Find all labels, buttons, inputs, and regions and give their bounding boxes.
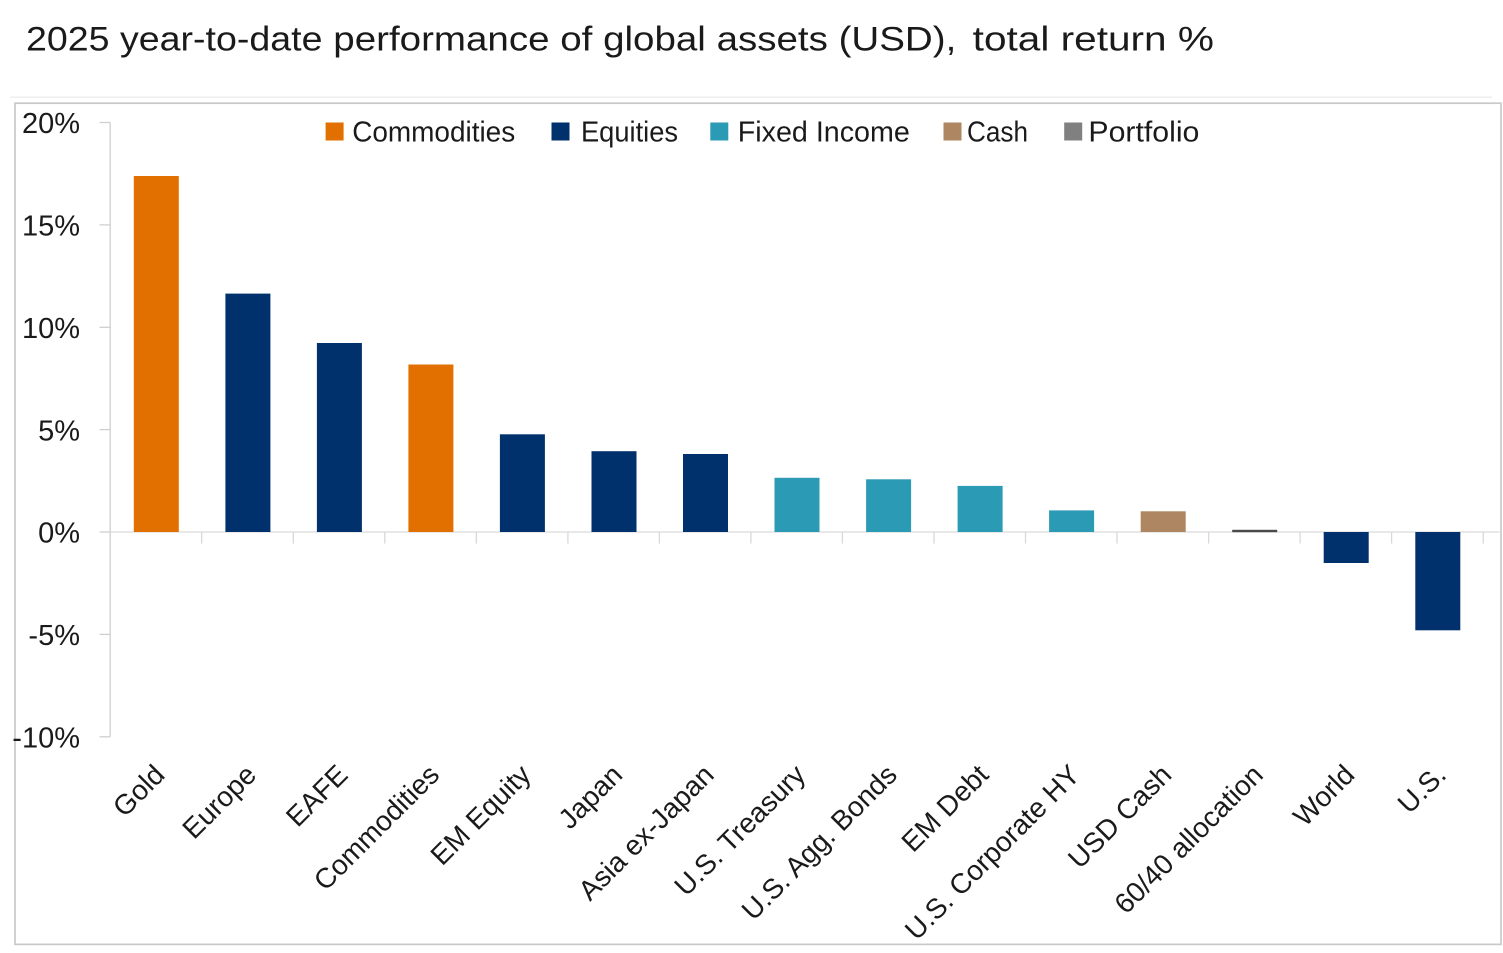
svg-text:20%: 20% (22, 108, 80, 140)
svg-text:Cash: Cash (967, 116, 1028, 148)
svg-text:total return %: total return % (973, 21, 1214, 59)
svg-text:Gold: Gold (107, 759, 171, 823)
svg-text:Equities: Equities (581, 116, 678, 148)
svg-text:Fixed Income: Fixed Income (738, 116, 910, 148)
svg-text:5%: 5% (38, 415, 80, 447)
svg-text:EM Equity: EM Equity (424, 759, 536, 871)
svg-text:Commodities: Commodities (352, 116, 515, 148)
svg-text:U.S. Agg. Bonds: U.S. Agg. Bonds (736, 759, 903, 926)
svg-text:Portfolio: Portfolio (1088, 116, 1199, 148)
svg-text:2025 year-to-date: 2025 year-to-date (26, 21, 323, 59)
svg-text:Japan: Japan (552, 759, 628, 835)
svg-text:Europe: Europe (176, 759, 262, 845)
svg-text:EAFE: EAFE (280, 759, 354, 833)
svg-text:-5%: -5% (28, 620, 80, 652)
svg-text:15%: 15% (22, 211, 80, 243)
svg-text:World: World (1287, 759, 1360, 832)
svg-text:U.S. Corporate HY: U.S. Corporate HY (899, 759, 1086, 946)
svg-text:10%: 10% (22, 313, 80, 345)
svg-text:performance of global assets (: performance of global assets (USD), (333, 21, 956, 59)
svg-text:0%: 0% (38, 518, 80, 550)
svg-text:-10%: -10% (12, 723, 80, 755)
svg-text:U.S.: U.S. (1392, 759, 1452, 819)
